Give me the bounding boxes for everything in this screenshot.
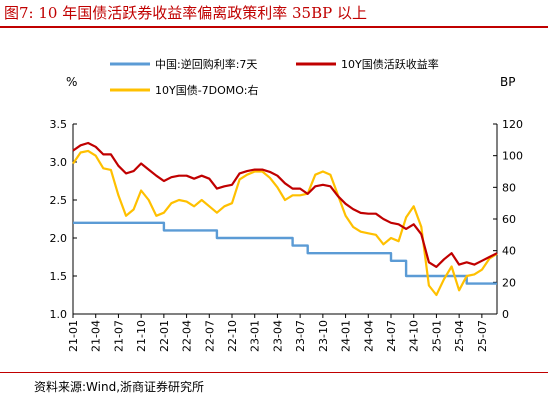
x-tick-label: 23-01 <box>249 320 262 352</box>
x-tick-label: 25-01 <box>430 320 443 352</box>
x-tick-label: 21-04 <box>90 320 103 352</box>
x-tick-label: 25-07 <box>476 320 489 352</box>
left-tick-label: 2.0 <box>50 232 68 245</box>
x-tick-label: 21-07 <box>112 320 125 352</box>
right-tick-label: 20 <box>502 276 516 289</box>
x-tick-label: 22-01 <box>158 320 171 352</box>
figure-title: 图7: 10 年国债活跃券收益率偏离政策利率 35BP 以上 <box>4 4 367 22</box>
source-note: 资料来源:Wind,浙商证券研究所 <box>34 380 205 394</box>
x-tick-label: 22-04 <box>181 320 194 352</box>
left-tick-label: 3.5 <box>50 118 68 131</box>
x-axis-ticks: 21-01 21-04 21-07 21-10 22-01 22-04 22-07 22-10… <box>67 314 489 352</box>
series-line-0 <box>73 221 497 285</box>
right-axis-unit: BP <box>500 75 515 89</box>
source-rule <box>0 372 548 373</box>
x-tick-label: 24-01 <box>340 320 353 352</box>
right-tick-label: 80 <box>502 181 516 194</box>
right-tick-label: 100 <box>502 150 523 163</box>
x-tick-label: 24-07 <box>385 320 398 352</box>
x-tick-label: 21-10 <box>135 320 148 352</box>
right-tick-label: 60 <box>502 213 516 226</box>
right-tick-label: 0 <box>502 308 509 321</box>
left-tick-label: 2.5 <box>50 194 68 207</box>
legend-label-10y-yield: 10Y国债活跃收益率 <box>341 57 439 71</box>
left-axis-unit: % <box>66 75 77 89</box>
x-tick-label: 24-10 <box>408 320 421 352</box>
x-tick-label: 21-01 <box>67 320 80 352</box>
legend: 中国:逆回购利率:7天 10Y国债活跃收益率 10Y国债-7DOMO:右 <box>110 57 439 97</box>
left-tick-label: 3.0 <box>50 156 68 169</box>
left-tick-label: 1.5 <box>50 270 68 283</box>
x-tick-label: 23-07 <box>294 320 307 352</box>
title-underline <box>0 26 548 28</box>
legend-label-reverse-repo: 中国:逆回购利率:7天 <box>155 57 257 71</box>
series-line-2 <box>72 149 498 297</box>
x-tick-label: 23-10 <box>317 320 330 352</box>
right-tick-label: 40 <box>502 245 516 258</box>
x-tick-label: 23-04 <box>271 320 284 352</box>
legend-label-spread: 10Y国债-7DOMO:右 <box>155 83 258 97</box>
right-tick-label: 120 <box>502 118 523 131</box>
dual-axis-line-chart: 中国:逆回购利率:7天 10Y国债活跃收益率 10Y国债-7DOMO:右 % B… <box>50 57 524 352</box>
series-line-1 <box>72 141 498 268</box>
left-tick-label: 1.0 <box>50 308 68 321</box>
series-lines <box>72 141 498 297</box>
x-tick-label: 25-04 <box>453 320 466 352</box>
x-tick-label: 22-07 <box>203 320 216 352</box>
x-tick-label: 24-04 <box>362 320 375 352</box>
x-tick-label: 22-10 <box>226 320 239 352</box>
axes: 1.0 1.5 2.0 2.5 3.0 3.5 0 20 40 60 80 100 120 <box>50 118 524 321</box>
